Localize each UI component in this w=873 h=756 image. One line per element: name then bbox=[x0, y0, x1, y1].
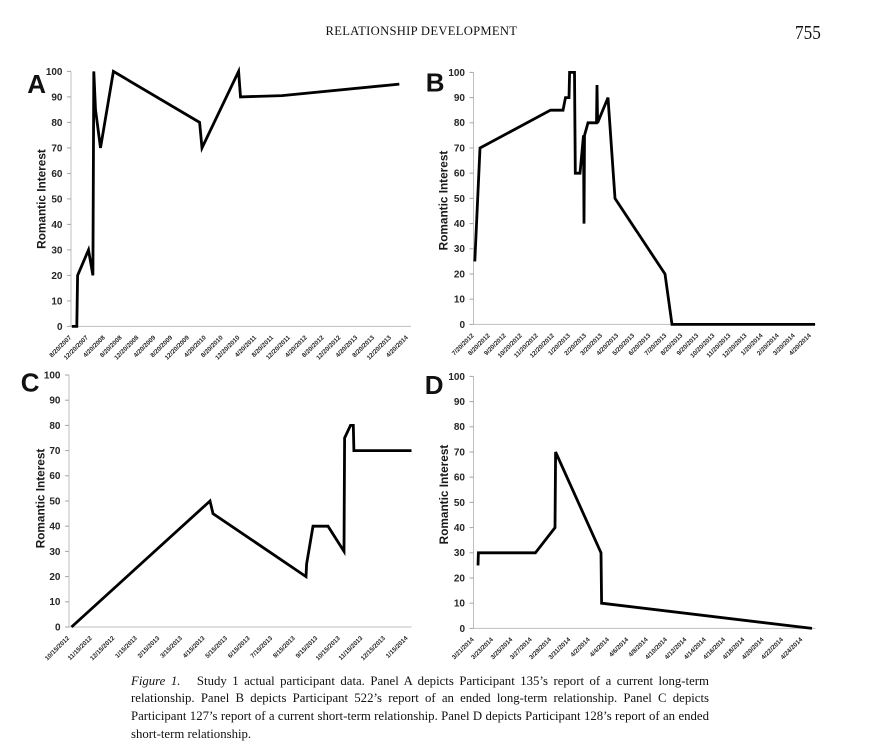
svg-text:10: 10 bbox=[49, 597, 61, 608]
svg-text:30: 30 bbox=[49, 547, 61, 558]
svg-text:60: 60 bbox=[454, 169, 466, 180]
svg-text:A: A bbox=[27, 69, 46, 99]
svg-text:50: 50 bbox=[454, 194, 466, 205]
svg-text:100: 100 bbox=[448, 68, 465, 79]
svg-text:50: 50 bbox=[51, 194, 63, 205]
svg-text:60: 60 bbox=[49, 471, 61, 482]
svg-text:B: B bbox=[426, 67, 445, 97]
svg-text:10: 10 bbox=[454, 295, 466, 306]
svg-text:20: 20 bbox=[51, 271, 63, 282]
svg-text:60: 60 bbox=[454, 473, 466, 484]
svg-text:4/4/2014: 4/4/2014 bbox=[589, 636, 612, 659]
svg-text:10: 10 bbox=[454, 599, 466, 610]
svg-text:80: 80 bbox=[454, 118, 466, 129]
svg-text:4/2/2014: 4/2/2014 bbox=[569, 636, 592, 659]
svg-text:4/6/2014: 4/6/2014 bbox=[608, 636, 631, 659]
svg-text:10: 10 bbox=[51, 296, 63, 307]
svg-text:6/15/2013: 6/15/2013 bbox=[227, 635, 252, 660]
svg-text:12/15/2012: 12/15/2012 bbox=[89, 635, 117, 663]
svg-text:90: 90 bbox=[454, 397, 466, 408]
svg-text:80: 80 bbox=[51, 118, 63, 129]
svg-text:20: 20 bbox=[454, 269, 466, 280]
svg-text:50: 50 bbox=[454, 498, 466, 509]
svg-text:40: 40 bbox=[454, 523, 466, 534]
svg-text:20: 20 bbox=[454, 573, 466, 584]
svg-text:70: 70 bbox=[51, 143, 63, 154]
svg-text:60: 60 bbox=[51, 169, 63, 180]
svg-text:0: 0 bbox=[459, 320, 465, 331]
svg-text:90: 90 bbox=[454, 93, 466, 104]
svg-text:Romantic Interest: Romantic Interest bbox=[437, 151, 451, 251]
svg-text:30: 30 bbox=[51, 245, 63, 256]
svg-text:7/15/2013: 7/15/2013 bbox=[249, 635, 274, 660]
svg-text:40: 40 bbox=[49, 522, 61, 533]
svg-text:20: 20 bbox=[49, 572, 61, 583]
svg-text:5/15/2013: 5/15/2013 bbox=[204, 635, 229, 660]
svg-text:90: 90 bbox=[51, 92, 63, 103]
svg-text:1/15/2014: 1/15/2014 bbox=[385, 635, 410, 660]
svg-text:D: D bbox=[425, 370, 444, 400]
svg-text:Romantic Interest: Romantic Interest bbox=[33, 449, 47, 549]
svg-text:80: 80 bbox=[49, 421, 61, 432]
svg-text:70: 70 bbox=[454, 143, 466, 154]
svg-text:2/15/2013: 2/15/2013 bbox=[137, 635, 162, 660]
svg-text:C: C bbox=[21, 367, 40, 397]
svg-text:70: 70 bbox=[454, 447, 466, 458]
svg-text:1/15/2013: 1/15/2013 bbox=[114, 635, 139, 660]
svg-text:3/15/2013: 3/15/2013 bbox=[159, 635, 184, 660]
svg-text:50: 50 bbox=[49, 496, 61, 507]
svg-text:40: 40 bbox=[454, 219, 466, 230]
svg-text:100: 100 bbox=[44, 370, 61, 381]
svg-text:Romantic Interest: Romantic Interest bbox=[437, 445, 451, 545]
svg-text:90: 90 bbox=[49, 396, 61, 407]
svg-text:12/15/2013: 12/15/2013 bbox=[360, 635, 388, 663]
svg-text:80: 80 bbox=[454, 422, 466, 433]
svg-text:0: 0 bbox=[55, 622, 61, 633]
svg-text:100: 100 bbox=[448, 372, 465, 383]
svg-text:Romantic Interest: Romantic Interest bbox=[35, 149, 49, 249]
svg-text:40: 40 bbox=[51, 220, 63, 231]
svg-text:70: 70 bbox=[49, 446, 61, 457]
svg-text:4/15/2013: 4/15/2013 bbox=[182, 635, 207, 660]
svg-text:100: 100 bbox=[46, 67, 63, 78]
svg-text:0: 0 bbox=[459, 624, 465, 635]
svg-text:0: 0 bbox=[57, 322, 63, 333]
svg-text:30: 30 bbox=[454, 244, 466, 255]
svg-text:30: 30 bbox=[454, 548, 466, 559]
svg-text:8/15/2013: 8/15/2013 bbox=[272, 635, 297, 660]
